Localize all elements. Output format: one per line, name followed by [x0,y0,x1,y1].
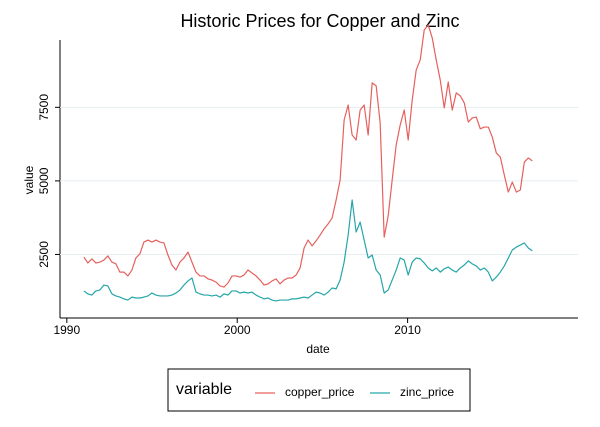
x-tick-label: 2000 [224,323,251,337]
y-tick-label: 7500 [37,94,51,121]
legend-box [167,368,471,412]
y-tick-label: 2500 [37,241,51,268]
y-axis-title: value [22,165,36,194]
legend-label: zinc_price [400,385,454,399]
series-line [83,199,533,302]
x-tick-label: 2010 [394,323,421,337]
x-tick-label: 1990 [53,323,80,337]
legend-title: variable [176,381,232,398]
x-axis-title: date [306,342,330,356]
chart-title: Historic Prices for Copper and Zinc [180,11,459,31]
y-tick-label: 5000 [37,167,51,194]
legend-label: copper_price [285,385,355,399]
series-line [83,24,533,288]
